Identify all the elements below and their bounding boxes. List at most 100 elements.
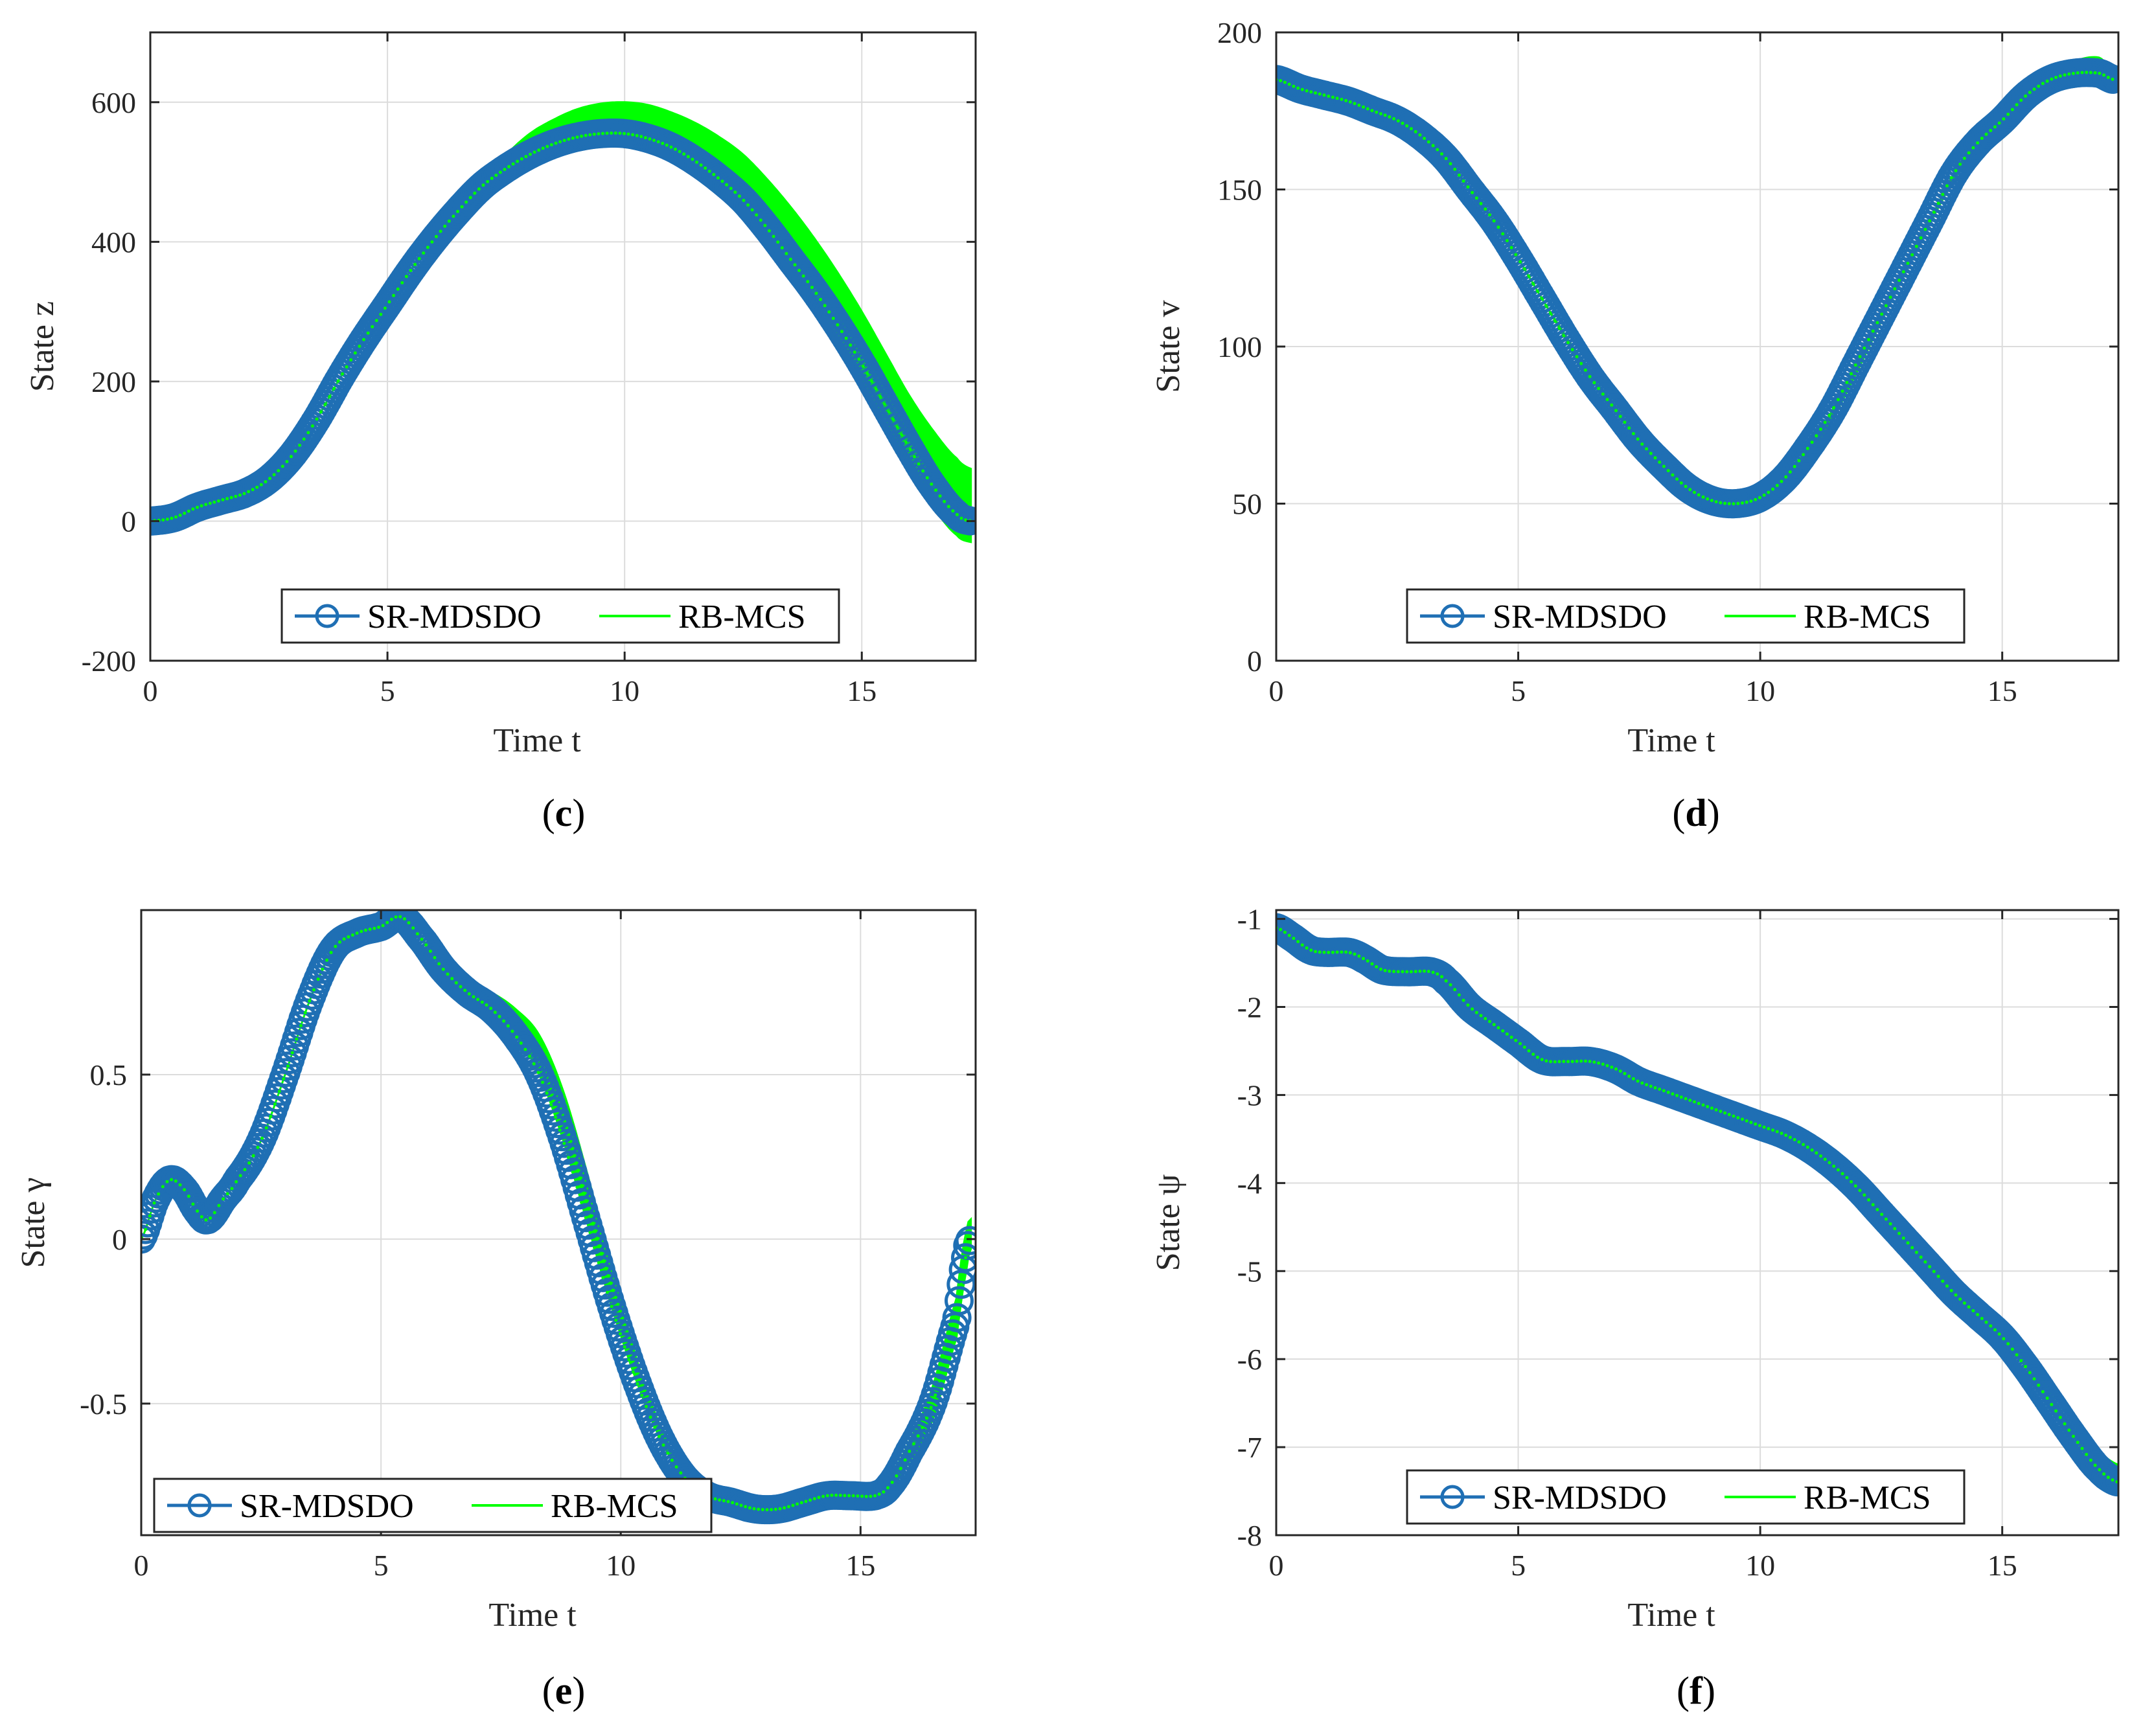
rb-mcs-dot bbox=[338, 940, 341, 944]
rb-mcs-dot bbox=[707, 169, 711, 173]
rb-mcs-dot bbox=[1327, 950, 1331, 954]
rb-mcs-dot bbox=[1305, 946, 1309, 950]
rb-mcs-dot bbox=[580, 1201, 583, 1204]
rb-mcs-dot bbox=[1997, 1332, 2001, 1336]
rb-mcs-dot bbox=[847, 1494, 851, 1498]
rb-mcs-dot bbox=[1287, 933, 1291, 937]
rb-mcs-dot bbox=[1296, 940, 1300, 944]
rb-mcs-dot bbox=[823, 304, 827, 308]
rb-mcs-dot bbox=[1714, 500, 1718, 504]
rb-mcs-dot bbox=[217, 1204, 221, 1207]
rb-mcs-dot bbox=[1758, 1124, 1761, 1128]
rb-mcs-dot bbox=[2037, 84, 2041, 88]
rb-mcs-dot bbox=[191, 1202, 195, 1206]
rb-mcs-dot bbox=[1784, 1134, 1788, 1137]
rb-mcs-dot bbox=[959, 1283, 963, 1286]
rb-mcs-dot bbox=[441, 967, 445, 971]
rb-mcs-dot bbox=[523, 1047, 527, 1051]
rb-mcs-dot bbox=[349, 358, 353, 362]
rb-mcs-dot bbox=[737, 194, 741, 198]
legend-label-rb: RB-MCS bbox=[1804, 1479, 1931, 1516]
rb-mcs-dot bbox=[631, 133, 635, 137]
y-tick-label: 0 bbox=[112, 1223, 127, 1256]
rb-mcs-dot bbox=[1805, 1145, 1809, 1149]
rb-mcs-dot bbox=[1370, 109, 1374, 113]
rb-mcs-dot bbox=[1679, 481, 1683, 485]
rb-mcs-dot bbox=[921, 1426, 924, 1430]
rb-mcs-dot bbox=[1949, 176, 1953, 179]
rb-mcs-dot bbox=[1793, 1137, 1796, 1141]
rb-mcs-dot bbox=[1893, 287, 1897, 291]
rb-mcs-dot bbox=[1605, 398, 1609, 402]
rb-mcs-dot bbox=[1832, 405, 1836, 409]
rb-mcs-dot bbox=[912, 1442, 915, 1446]
rb-mcs-dot bbox=[1684, 485, 1688, 488]
rb-mcs-dot bbox=[1736, 501, 1740, 505]
rb-mcs-dot bbox=[862, 365, 865, 369]
rb-mcs-dot bbox=[1314, 950, 1317, 954]
rb-mcs-dot bbox=[1309, 948, 1313, 952]
rb-mcs-dot bbox=[183, 511, 187, 515]
rb-mcs-dot bbox=[588, 1231, 592, 1235]
rb-mcs-dot bbox=[1976, 1313, 1980, 1316]
rb-mcs-dot bbox=[1653, 456, 1657, 460]
rb-mcs-dot bbox=[1823, 1158, 1827, 1161]
rb-mcs-dot bbox=[904, 440, 908, 444]
rb-mcs-dot bbox=[315, 417, 319, 421]
rb-mcs-dot bbox=[387, 300, 391, 304]
rb-mcs-dot bbox=[639, 135, 643, 139]
rb-mcs-dot bbox=[1701, 1103, 1705, 1107]
rb-mcs-dot bbox=[1993, 125, 1997, 129]
rb-mcs-dot bbox=[657, 1435, 661, 1439]
sr-mdsdo-series bbox=[1276, 58, 2118, 519]
rb-mcs-dot bbox=[857, 358, 861, 361]
rb-mcs-dot bbox=[2085, 71, 2089, 74]
rb-mcs-dot bbox=[1566, 1060, 1570, 1064]
rb-mcs-dot bbox=[614, 1318, 618, 1322]
series-group bbox=[1276, 913, 2118, 1497]
rb-mcs-dot bbox=[1958, 1297, 1962, 1301]
rb-mcs-dot bbox=[269, 1114, 273, 1118]
rb-mcs-dot bbox=[1431, 144, 1435, 148]
x-tick-label: 0 bbox=[1269, 1549, 1284, 1582]
rb-mcs-dot bbox=[1566, 341, 1570, 345]
legend-sr-marker bbox=[315, 604, 339, 628]
rb-mcs-dot bbox=[1522, 267, 1526, 271]
rb-mcs-dot bbox=[1802, 1143, 1805, 1147]
rb-mcs-dot bbox=[200, 1215, 203, 1218]
rb-mcs-dot bbox=[498, 1014, 501, 1018]
rb-mcs-dot bbox=[580, 134, 584, 138]
rb-mcs-dot bbox=[1888, 1222, 1892, 1226]
rb-mcs-dot bbox=[584, 1216, 588, 1220]
rb-mcs-dot bbox=[1357, 954, 1361, 958]
rb-mcs-dot bbox=[1627, 426, 1631, 430]
rb-mcs-dot bbox=[2072, 1434, 2075, 1438]
rb-mcs-dot bbox=[2076, 1441, 2080, 1445]
rb-mcs-dot bbox=[1719, 1110, 1723, 1114]
rb-mcs-dot bbox=[1662, 464, 1666, 468]
rb-mcs-dot bbox=[558, 140, 562, 144]
rb-mcs-dot bbox=[704, 166, 707, 170]
rb-mcs-dot bbox=[368, 928, 372, 931]
rb-mcs-dot bbox=[1745, 500, 1748, 504]
rb-mcs-dot bbox=[1605, 1064, 1609, 1068]
rb-mcs-dot bbox=[1300, 943, 1304, 947]
rb-mcs-dot bbox=[360, 930, 363, 933]
rb-mcs-dot bbox=[682, 152, 686, 156]
rb-mcs-dot bbox=[1666, 469, 1670, 473]
rb-mcs-dot bbox=[788, 257, 792, 261]
rb-mcs-dot bbox=[731, 1501, 735, 1505]
rb-mcs-dot bbox=[1836, 1168, 1840, 1172]
sr-mdsdo-point bbox=[2102, 1467, 2118, 1497]
rb-mcs-dot bbox=[446, 972, 450, 976]
rb-mcs-dot bbox=[1623, 420, 1627, 424]
rb-mcs-dot bbox=[251, 488, 255, 492]
rb-mcs-dot bbox=[903, 1458, 907, 1462]
plot-area bbox=[1276, 910, 2118, 1535]
rb-mcs-dot bbox=[865, 372, 869, 376]
rb-mcs-dot bbox=[1780, 479, 1783, 483]
legend: SR-MDSDO RB-MCS bbox=[1406, 1469, 1966, 1525]
rb-mcs-dot bbox=[1366, 107, 1370, 111]
rb-mcs-dot bbox=[635, 133, 639, 137]
